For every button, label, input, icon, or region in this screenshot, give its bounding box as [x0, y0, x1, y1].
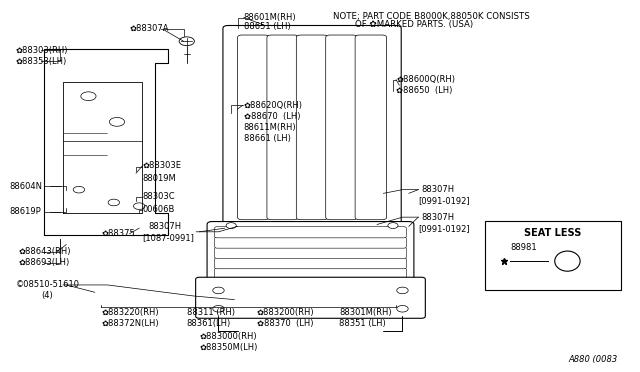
Text: ✿883200(RH): ✿883200(RH) [257, 308, 314, 317]
Circle shape [73, 186, 84, 193]
FancyBboxPatch shape [326, 35, 357, 220]
Text: ✿88693(LH): ✿88693(LH) [19, 259, 70, 267]
FancyBboxPatch shape [296, 35, 328, 220]
FancyBboxPatch shape [214, 247, 406, 259]
Text: ✿88370  (LH): ✿88370 (LH) [257, 319, 313, 328]
Text: ✿88643(RH): ✿88643(RH) [19, 247, 71, 256]
FancyBboxPatch shape [214, 257, 406, 269]
Text: ✿883000(RH): ✿883000(RH) [200, 332, 257, 341]
Text: SEAT LESS: SEAT LESS [524, 228, 582, 238]
FancyBboxPatch shape [223, 26, 401, 229]
Circle shape [388, 223, 398, 228]
Text: ✿88303E: ✿88303E [142, 161, 181, 170]
Text: ✿88350M(LH): ✿88350M(LH) [200, 343, 258, 352]
FancyBboxPatch shape [196, 277, 426, 318]
Text: 88311 (RH): 88311 (RH) [187, 308, 235, 317]
Bar [485, 221, 621, 291]
Text: 88361(LH): 88361(LH) [187, 319, 231, 328]
Text: OF ✿MARKED PARTS. (USA): OF ✿MARKED PARTS. (USA) [333, 20, 473, 29]
Text: (4): (4) [41, 291, 52, 301]
Circle shape [226, 223, 236, 228]
Circle shape [397, 287, 408, 294]
Text: [0991-0192]: [0991-0192] [419, 224, 470, 232]
Circle shape [134, 203, 145, 209]
FancyBboxPatch shape [267, 35, 298, 220]
FancyBboxPatch shape [237, 35, 269, 220]
FancyBboxPatch shape [214, 227, 406, 238]
FancyBboxPatch shape [355, 35, 387, 220]
Text: 88604N: 88604N [9, 182, 42, 190]
Text: [1087-0991]: [1087-0991] [142, 233, 194, 242]
Text: ✿88620Q(RH): ✿88620Q(RH) [244, 101, 303, 110]
Text: ✿88353(LH): ✿88353(LH) [15, 57, 67, 66]
Text: ✿88670  (LH): ✿88670 (LH) [244, 112, 300, 121]
Text: 88019M: 88019M [142, 174, 176, 183]
Text: 88301M(RH): 88301M(RH) [339, 308, 392, 317]
Text: 88981: 88981 [510, 243, 537, 252]
Text: 88307H: 88307H [148, 222, 182, 231]
Circle shape [212, 287, 224, 294]
Text: NOTE; PART CODE B8000K,88050K CONSISTS: NOTE; PART CODE B8000K,88050K CONSISTS [333, 12, 529, 21]
Circle shape [397, 305, 408, 312]
FancyBboxPatch shape [207, 222, 414, 284]
Text: 00606B: 00606B [142, 205, 175, 214]
FancyBboxPatch shape [214, 237, 406, 248]
FancyBboxPatch shape [214, 268, 406, 279]
Circle shape [108, 199, 120, 206]
Text: ✿88375: ✿88375 [101, 229, 135, 238]
Circle shape [212, 305, 224, 312]
Text: A880 (0083: A880 (0083 [569, 355, 618, 364]
Text: 88351 (LH): 88351 (LH) [339, 319, 386, 328]
Text: ✿88307A: ✿88307A [130, 24, 169, 33]
Ellipse shape [555, 251, 580, 271]
Text: 88307H: 88307H [422, 185, 454, 194]
Text: 88661 (LH): 88661 (LH) [244, 134, 291, 143]
Text: 88307H: 88307H [422, 213, 454, 222]
Text: ✿88600Q(RH): ✿88600Q(RH) [396, 75, 455, 84]
Text: 88651 (LH): 88651 (LH) [244, 22, 291, 31]
Text: 88303C: 88303C [142, 192, 175, 202]
Text: ✿88372N(LH): ✿88372N(LH) [101, 319, 159, 328]
Circle shape [179, 37, 195, 46]
Text: 88619P: 88619P [9, 207, 41, 216]
Text: ©08510-51610: ©08510-51610 [15, 280, 79, 289]
Circle shape [81, 92, 96, 100]
Text: 88601M(RH): 88601M(RH) [244, 13, 296, 22]
Text: ✿88650  (LH): ✿88650 (LH) [396, 86, 452, 95]
Text: ✿88303(RH): ✿88303(RH) [15, 46, 68, 55]
Text: ✿883220(RH): ✿883220(RH) [101, 308, 159, 317]
Text: [0991-0192]: [0991-0192] [419, 196, 470, 205]
Text: 88611M(RH): 88611M(RH) [244, 123, 296, 132]
Circle shape [109, 118, 125, 126]
